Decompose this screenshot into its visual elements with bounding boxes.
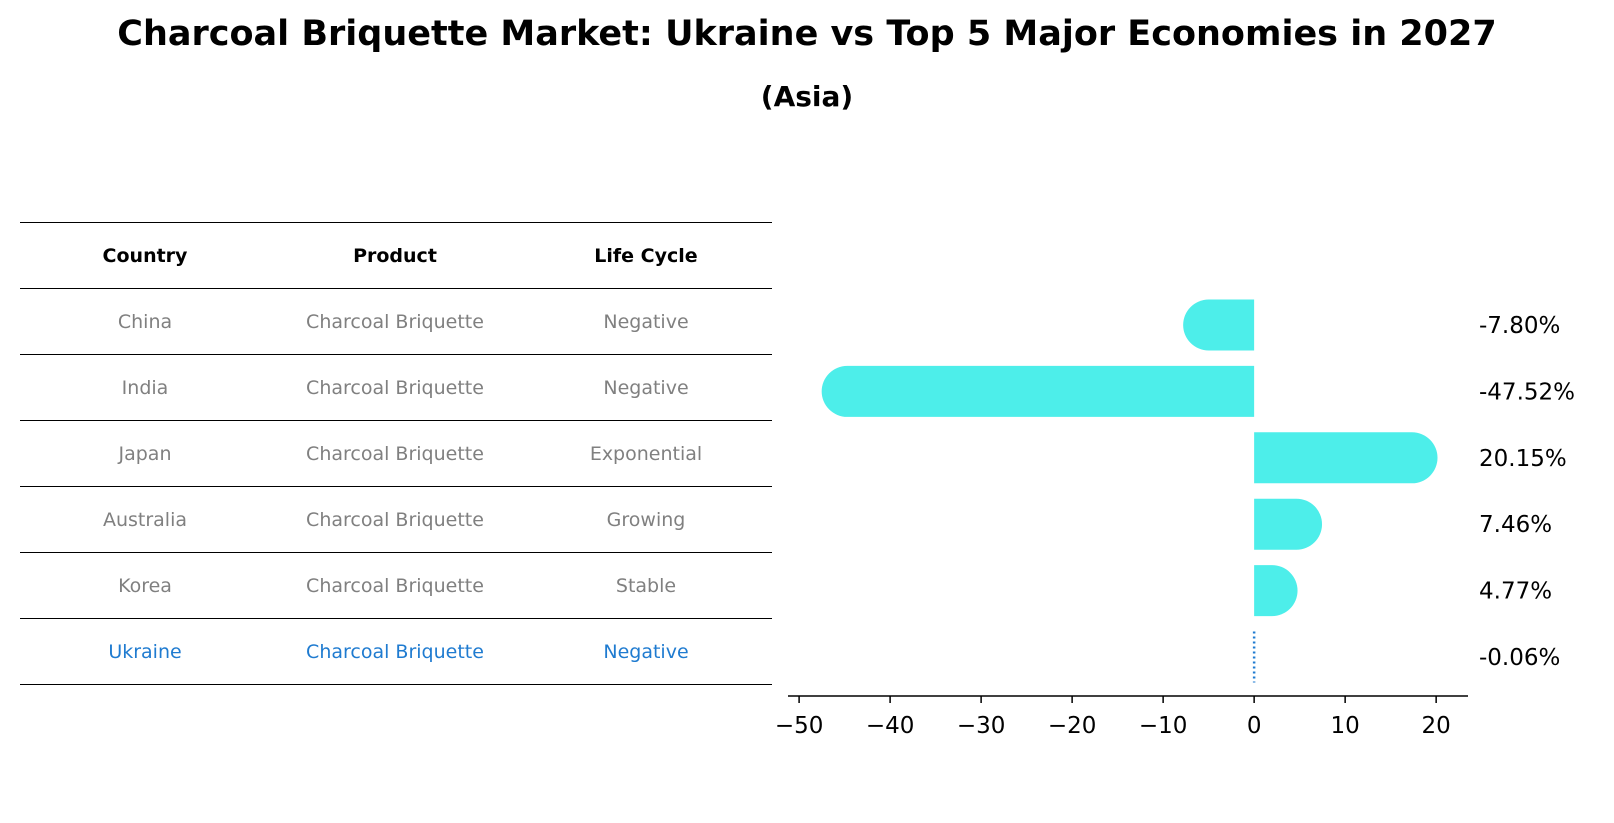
- cell-product: Charcoal Briquette: [270, 420, 520, 487]
- chart-subtitle: (Asia): [760, 80, 854, 113]
- cell-life-cycle: Negative: [520, 618, 772, 685]
- x-tick-label: 10: [1331, 713, 1360, 739]
- market-table: Country Product Life Cycle China Charcoa…: [20, 222, 772, 685]
- x-tick-label: −30: [957, 713, 1006, 739]
- x-tick-label: 0: [1247, 713, 1262, 739]
- x-tick-label: −50: [775, 713, 824, 739]
- bar-china: [1183, 299, 1255, 351]
- table-row: Australia Charcoal Briquette Growing: [20, 486, 772, 553]
- table-row-highlight: Ukraine Charcoal Briquette Negative: [20, 618, 772, 685]
- table-header-row: Country Product Life Cycle: [20, 222, 772, 289]
- value-label: 4.77%: [1479, 579, 1552, 605]
- cell-product: Charcoal Briquette: [270, 354, 520, 421]
- chart-title: Charcoal Briquette Market: Ukraine vs To…: [117, 14, 1497, 54]
- bar-india: [821, 365, 1255, 417]
- cell-country: China: [20, 288, 270, 355]
- cell-life-cycle: Stable: [520, 552, 772, 619]
- header-life-cycle: Life Cycle: [520, 222, 772, 289]
- x-tick-label: −20: [1048, 713, 1097, 739]
- cell-life-cycle: Exponential: [520, 420, 772, 487]
- cell-country: Ukraine: [20, 618, 270, 685]
- header-country: Country: [20, 222, 270, 289]
- value-label: 20.15%: [1479, 446, 1567, 472]
- table-row: Korea Charcoal Briquette Stable: [20, 552, 772, 619]
- bar-japan: [1254, 432, 1438, 484]
- table-row: India Charcoal Briquette Negative: [20, 354, 772, 421]
- table-row: Japan Charcoal Briquette Exponential: [20, 420, 772, 487]
- x-tick-label: −10: [1139, 713, 1188, 739]
- bar-australia: [1254, 498, 1323, 550]
- value-label: -0.06%: [1479, 645, 1560, 671]
- cell-life-cycle: Negative: [520, 288, 772, 355]
- x-tick-label: 20: [1422, 713, 1451, 739]
- header-product: Product: [270, 222, 520, 289]
- cell-product: Charcoal Briquette: [270, 618, 520, 685]
- value-label: -47.52%: [1479, 379, 1575, 405]
- cell-country: Japan: [20, 420, 270, 487]
- cell-life-cycle: Negative: [520, 354, 772, 421]
- value-label: -7.80%: [1479, 313, 1560, 339]
- x-tick-label: −40: [866, 713, 915, 739]
- bar-korea: [1254, 565, 1298, 617]
- value-label: 7.46%: [1479, 512, 1552, 538]
- cell-country: Korea: [20, 552, 270, 619]
- table-row: China Charcoal Briquette Negative: [20, 288, 772, 355]
- cell-product: Charcoal Briquette: [270, 288, 520, 355]
- cell-country: India: [20, 354, 270, 421]
- cell-life-cycle: Growing: [520, 486, 772, 553]
- cell-product: Charcoal Briquette: [270, 486, 520, 553]
- cell-country: Australia: [20, 486, 270, 553]
